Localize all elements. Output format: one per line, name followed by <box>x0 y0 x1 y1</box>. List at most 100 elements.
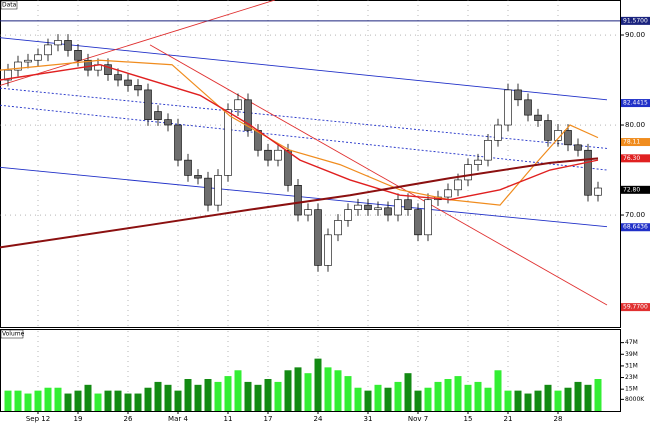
price-pane <box>0 0 621 328</box>
volume-pane-title: Volume <box>2 331 25 338</box>
candle-body <box>504 89 512 126</box>
volume-bar <box>174 390 182 411</box>
candle-body <box>494 124 502 141</box>
volume-bar <box>464 384 472 411</box>
volume-bar <box>364 390 372 411</box>
candle-body <box>294 185 302 216</box>
candle-body <box>164 119 172 126</box>
volume-bar <box>254 384 262 411</box>
candle-body <box>424 199 432 236</box>
candle-body <box>134 85 142 91</box>
candle-body <box>534 114 542 121</box>
candle-body <box>524 99 532 116</box>
volume-bar <box>564 387 572 411</box>
volume-bar <box>494 370 502 411</box>
trendline <box>0 87 608 149</box>
candle-body <box>234 99 242 111</box>
volume-bar <box>84 384 92 411</box>
trendline <box>0 37 608 101</box>
volume-bar <box>514 390 522 411</box>
candle-body <box>284 149 292 186</box>
volume-bar <box>114 390 122 411</box>
price-marker <box>621 223 650 232</box>
volume-bar <box>554 390 562 411</box>
y-tick-label: 47M <box>625 339 638 346</box>
candle-body <box>54 40 62 46</box>
pane-header-box <box>0 329 24 339</box>
price-marker <box>621 99 650 108</box>
price-marker-label: 68.6436 <box>623 224 648 231</box>
candle-body <box>244 99 252 131</box>
volume-bar <box>154 381 162 411</box>
candle-body <box>124 79 132 86</box>
y-tick-label: 8000K <box>625 396 645 403</box>
volume-pane <box>0 329 621 412</box>
y-tick-label: 90.00 <box>625 31 645 39</box>
price-marker <box>621 185 650 194</box>
y-tick-label: 23M <box>625 374 638 381</box>
x-tick-label: 11 <box>224 415 233 423</box>
volume-bar <box>194 384 202 411</box>
volume-bar <box>204 379 212 411</box>
volume-bar <box>54 387 62 411</box>
volume-bar <box>434 381 442 411</box>
volume-bar <box>404 373 412 411</box>
volume-bar <box>124 393 132 411</box>
price-pane-title: Data <box>2 2 17 9</box>
candle-body <box>594 187 602 196</box>
volume-bar <box>524 393 532 411</box>
candle-body <box>64 40 72 51</box>
candle-body <box>454 179 462 191</box>
price-marker-label: 76.30 <box>623 155 640 162</box>
x-tick-label: 15 <box>464 415 473 423</box>
volume-bar <box>164 384 172 411</box>
price-marker-label: 91.5700 <box>623 17 648 24</box>
candle-body <box>264 149 272 161</box>
trendline <box>149 44 608 306</box>
volume-bar <box>324 367 332 411</box>
volume-bar <box>534 390 542 411</box>
volume-bar <box>394 381 402 411</box>
volume-bar <box>4 390 12 411</box>
candle-body <box>374 207 382 210</box>
moving-average <box>0 63 599 201</box>
volume-bar <box>334 370 342 411</box>
volume-bar <box>94 393 102 411</box>
candle-body <box>304 209 312 216</box>
x-tick-label: Sep 12 <box>26 415 50 423</box>
volume-bar <box>474 381 482 411</box>
candle-body <box>564 130 572 146</box>
volume-bar <box>424 387 432 411</box>
volume-bar <box>234 370 242 411</box>
candle-body <box>334 220 342 236</box>
volume-bar <box>414 390 422 411</box>
price-marker <box>621 16 650 25</box>
volume-bar <box>354 387 362 411</box>
candle-body <box>24 59 32 63</box>
candle-body <box>444 189 452 198</box>
price-marker-label: 82.4415 <box>623 100 648 107</box>
volume-bar <box>214 381 222 411</box>
candle-body <box>224 109 232 176</box>
volume-bar <box>14 390 22 411</box>
volume-bar <box>104 390 112 411</box>
candle-body <box>214 175 222 206</box>
trendline <box>0 104 608 171</box>
candle-body <box>184 159 192 176</box>
volume-bar <box>574 381 582 411</box>
volume-bar <box>444 379 452 411</box>
volume-bar <box>314 358 322 411</box>
candle-body <box>574 144 582 151</box>
volume-bar <box>64 393 72 411</box>
trendline <box>0 166 608 228</box>
x-tick-label: 17 <box>264 415 273 423</box>
x-tick-label: Nov 7 <box>408 415 428 423</box>
candle-body <box>514 89 522 101</box>
candle-body <box>114 74 122 81</box>
volume-bar <box>144 387 152 411</box>
y-tick-label: 80.00 <box>625 121 645 129</box>
volume-bar <box>284 370 292 411</box>
candle-body <box>14 61 22 71</box>
